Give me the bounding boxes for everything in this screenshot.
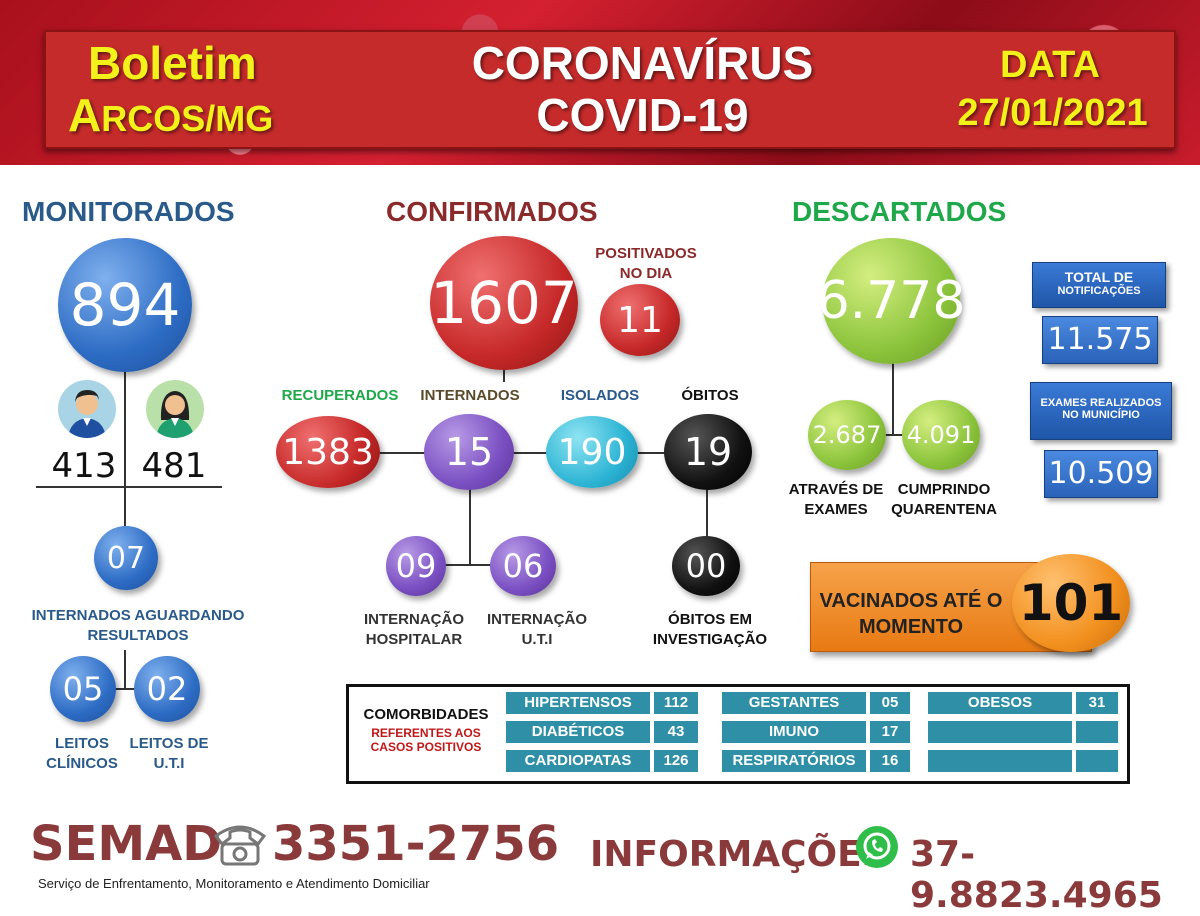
positive-day: 11	[600, 284, 680, 356]
phone-icon	[212, 818, 268, 868]
deaths: 19	[664, 414, 752, 490]
comorbidity-label: RESPIRATÓRIOS	[722, 750, 866, 772]
header-date-label: DATA	[1000, 44, 1100, 86]
header-banner	[44, 30, 1176, 149]
icu-beds-label: LEITOS DE U.T.I	[129, 735, 209, 772]
isolated-label: ISOLADOS	[560, 387, 640, 404]
header-boletim: Boletim	[88, 37, 257, 89]
comorbidity-value: 16	[870, 750, 910, 772]
monitorados-total: 894	[58, 238, 192, 372]
connector	[370, 452, 670, 454]
header-subtitle: COVID-19	[536, 89, 749, 141]
comorbidity-value: 31	[1076, 692, 1118, 714]
comorbidity-label	[928, 721, 1072, 743]
comorbidity-label	[928, 750, 1072, 772]
connector	[706, 476, 708, 542]
confirmados-total: 1607	[430, 236, 578, 370]
notifications-label: TOTAL DE NOTIFICAÇÕES	[1032, 262, 1166, 308]
monitorados-women: 481	[141, 446, 207, 486]
positive-day-label: POSITIVADOS NO DIA	[595, 245, 697, 282]
comorbidity-value: 126	[654, 750, 698, 772]
comorbidity-label: DIABÉTICOS	[506, 721, 650, 743]
vaccinated-label: VACINADOS ATÉ O MOMENTO	[819, 590, 1003, 638]
comorbidity-label: CARDIOPATAS	[506, 750, 650, 772]
quarantine-label: CUMPRINDO QUARENTENA	[891, 481, 997, 518]
comorbidity-value: 43	[654, 721, 698, 743]
icu-patients: 06	[490, 536, 556, 596]
descartados-total: 6.778	[817, 238, 965, 364]
comorbidity-label: OBESOS	[928, 692, 1072, 714]
header-date: 27/01/2021	[957, 92, 1148, 134]
by-exams-label: ATRAVÉS DE EXAMES	[788, 481, 884, 518]
divider	[36, 486, 222, 488]
whatsapp-icon	[856, 826, 898, 868]
awaiting-label: INTERNADOS AGUARDANDO RESULTADOS	[31, 607, 245, 644]
exams-value: 10.509	[1044, 450, 1158, 498]
comorbidity-value: 17	[870, 721, 910, 743]
vaccinated-value: 101	[1012, 554, 1130, 652]
deaths-investigation-label: ÓBITOS EM INVESTIGAÇÃO	[652, 611, 768, 648]
hospital-ward-label: INTERNAÇÃO HOSPITALAR	[364, 611, 464, 648]
connector	[892, 356, 894, 436]
connector	[503, 360, 505, 382]
info-label: INFORMAÇÕES	[590, 834, 888, 875]
header-title: CORONAVÍRUS	[471, 37, 814, 89]
confirmados-title: CONFIRMADOS	[386, 196, 598, 227]
semad-logo: SEMAD	[30, 816, 223, 872]
comorbidity-label: GESTANTES	[722, 692, 866, 714]
quarantine: 4.091	[902, 400, 980, 470]
comorbidity-value	[1076, 721, 1118, 743]
exams-label: EXAMES REALIZADOS NO MUNICÍPIO	[1030, 382, 1172, 440]
clinic-beds: 05	[50, 656, 116, 722]
male-avatar-icon	[58, 380, 116, 438]
comorbidity-value: 112	[654, 692, 698, 714]
connector	[100, 688, 154, 690]
semad-description: Serviço de Enfrentamento, Monitoramento …	[38, 876, 430, 891]
connector	[469, 470, 471, 566]
recovered-label: RECUPERADOS	[281, 387, 399, 404]
hospital-ward: 09	[386, 536, 446, 596]
comorbidity-value: 05	[870, 692, 910, 714]
connector	[868, 434, 916, 436]
header-city: ARCOS/MG	[68, 89, 274, 141]
connector	[124, 360, 126, 530]
awaiting-results: 07	[94, 526, 158, 590]
deaths-label: ÓBITOS	[681, 387, 739, 404]
icu-beds: 02	[134, 656, 200, 722]
monitorados-men: 413	[51, 446, 117, 486]
female-avatar-icon	[146, 380, 204, 438]
hospitalized: 15	[424, 414, 514, 490]
connector	[440, 564, 500, 566]
icu-label: INTERNAÇÃO U.T.I	[487, 611, 587, 648]
comorbidity-value	[1076, 750, 1118, 772]
clinic-beds-label: LEITOS CLÍNICOS	[46, 735, 118, 772]
monitorados-title: MONITORADOS	[22, 196, 235, 227]
recovered: 1383	[276, 416, 380, 488]
connector	[124, 650, 126, 690]
descartados-title: DESCARTADOS	[792, 196, 1007, 227]
by-exams: 2.687	[808, 400, 886, 470]
deaths-investigation: 00	[672, 536, 740, 596]
semad-phone: 3351-2756	[272, 816, 560, 872]
isolated: 190	[546, 416, 638, 488]
comorbidities-title: COMORBIDADES	[363, 706, 489, 723]
comorbidity-label: IMUNO	[722, 721, 866, 743]
comorbidity-label: HIPERTENSOS	[506, 692, 650, 714]
hospitalized-label: INTERNADOS	[420, 387, 520, 404]
info-phone: 37-9.8823.4965	[910, 834, 1163, 916]
notifications-value: 11.575	[1042, 316, 1158, 364]
comorbidities-subtitle: REFERENTES AOS CASOS POSITIVOS	[370, 726, 482, 754]
